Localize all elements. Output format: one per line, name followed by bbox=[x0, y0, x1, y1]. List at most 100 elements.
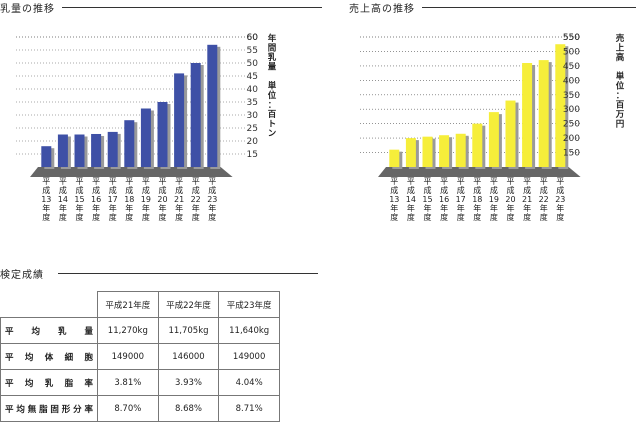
svg-text:年: 年 bbox=[59, 203, 67, 213]
y-tick-label: 50 bbox=[247, 59, 259, 69]
table-cell: 149000 bbox=[97, 343, 159, 370]
y-tick-label: 450 bbox=[563, 62, 580, 72]
svg-text:年: 年 bbox=[125, 203, 133, 213]
svg-text:年: 年 bbox=[457, 203, 465, 213]
svg-text:成: 成 bbox=[92, 185, 100, 195]
svg-text:17: 17 bbox=[456, 195, 466, 204]
svg-text:度: 度 bbox=[159, 212, 167, 222]
svg-text:成: 成 bbox=[556, 185, 564, 195]
svg-text:平: 平 bbox=[175, 177, 183, 186]
table-cell: 146000 bbox=[157, 343, 220, 370]
svg-text:21: 21 bbox=[522, 195, 532, 204]
svg-text:度: 度 bbox=[490, 212, 498, 222]
table-row: 平均乳量 11,270kg 11,705kg 11,640kg bbox=[0, 317, 280, 344]
svg-text:23: 23 bbox=[207, 195, 217, 204]
chart-floor bbox=[378, 167, 581, 177]
bar bbox=[174, 73, 185, 167]
stats-title-rule bbox=[58, 273, 318, 274]
svg-text:平: 平 bbox=[473, 177, 481, 186]
x-tick-label: 平成23年度 bbox=[207, 177, 217, 222]
y-axis-label: ト bbox=[268, 120, 277, 130]
y-axis-label: 乳 bbox=[268, 52, 277, 63]
svg-text:年: 年 bbox=[507, 203, 515, 213]
svg-text:20: 20 bbox=[505, 195, 515, 204]
svg-text:度: 度 bbox=[76, 212, 84, 222]
svg-text:平: 平 bbox=[457, 177, 465, 186]
svg-text:度: 度 bbox=[473, 212, 481, 222]
svg-text:年: 年 bbox=[76, 203, 84, 213]
svg-text:19: 19 bbox=[489, 195, 499, 204]
svg-text:19: 19 bbox=[141, 195, 151, 204]
svg-text:度: 度 bbox=[142, 212, 150, 222]
y-tick-label: 550 bbox=[563, 33, 580, 43]
svg-text:21: 21 bbox=[174, 195, 184, 204]
table-row: 平均体細胞 149000 146000 149000 bbox=[0, 343, 280, 370]
y-tick-label: 15 bbox=[247, 150, 258, 160]
svg-text:成: 成 bbox=[125, 185, 133, 195]
svg-text:平: 平 bbox=[76, 177, 84, 186]
svg-text:15: 15 bbox=[422, 195, 432, 204]
svg-text:成: 成 bbox=[192, 185, 200, 195]
y-axis-label: ： bbox=[616, 91, 625, 101]
x-tick-label: 平成21年度 bbox=[522, 177, 532, 222]
y-axis-label: 間 bbox=[268, 44, 277, 54]
svg-text:17: 17 bbox=[108, 195, 118, 204]
svg-text:平: 平 bbox=[556, 177, 564, 186]
svg-text:年: 年 bbox=[208, 203, 216, 213]
y-tick-label: 60 bbox=[247, 33, 259, 43]
bar bbox=[157, 102, 168, 167]
y-axis-label: 年 bbox=[268, 33, 277, 44]
svg-text:16: 16 bbox=[91, 195, 101, 204]
y-axis-label bbox=[616, 63, 625, 73]
svg-text:平: 平 bbox=[125, 177, 133, 186]
y-tick-label: 500 bbox=[563, 47, 580, 57]
svg-text:成: 成 bbox=[540, 185, 548, 195]
svg-text:年: 年 bbox=[556, 203, 564, 213]
stats-header-blank bbox=[0, 291, 98, 318]
y-tick-label: 200 bbox=[563, 134, 580, 144]
table-cell: 4.04% bbox=[218, 369, 280, 396]
row-label: 平均体細胞 bbox=[0, 343, 98, 370]
table-cell: 11,270kg bbox=[97, 317, 159, 344]
svg-text:成: 成 bbox=[490, 185, 498, 195]
svg-text:成: 成 bbox=[208, 185, 216, 195]
svg-text:年: 年 bbox=[192, 203, 200, 213]
svg-text:平: 平 bbox=[390, 177, 398, 186]
svg-text:度: 度 bbox=[440, 212, 448, 222]
svg-text:年: 年 bbox=[142, 203, 150, 213]
y-tick-label: 25 bbox=[247, 124, 258, 134]
bar bbox=[91, 133, 102, 167]
x-tick-label: 平成22年度 bbox=[539, 177, 549, 222]
svg-text:年: 年 bbox=[424, 203, 432, 213]
svg-text:度: 度 bbox=[59, 212, 67, 222]
svg-text:平: 平 bbox=[142, 177, 150, 186]
svg-text:成: 成 bbox=[390, 185, 398, 195]
table-cell: 8.70% bbox=[97, 395, 159, 422]
svg-text:年: 年 bbox=[407, 203, 415, 213]
y-axis-label: 百 bbox=[268, 110, 277, 120]
svg-text:度: 度 bbox=[540, 212, 548, 222]
table-cell: 149000 bbox=[218, 343, 280, 370]
svg-text:成: 成 bbox=[424, 185, 432, 195]
bar bbox=[207, 44, 218, 167]
stats-header-cell: 平成23年度 bbox=[218, 291, 280, 318]
y-axis-label: 上 bbox=[616, 43, 625, 54]
bar bbox=[74, 134, 85, 167]
milk-title-rule bbox=[62, 7, 322, 8]
svg-text:度: 度 bbox=[175, 212, 183, 222]
svg-text:平: 平 bbox=[159, 177, 167, 186]
svg-text:平: 平 bbox=[507, 177, 515, 186]
y-axis-label: 高 bbox=[616, 52, 625, 63]
svg-text:度: 度 bbox=[109, 212, 117, 222]
bar bbox=[389, 149, 400, 167]
svg-text:成: 成 bbox=[59, 185, 67, 195]
svg-text:度: 度 bbox=[42, 212, 50, 222]
svg-text:18: 18 bbox=[124, 195, 134, 204]
